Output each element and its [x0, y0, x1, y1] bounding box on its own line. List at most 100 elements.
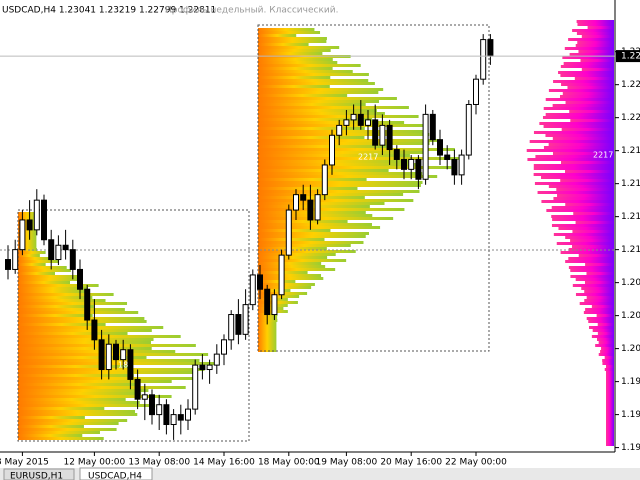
profile-row — [258, 61, 338, 64]
profile-row — [258, 43, 309, 46]
y-tick-label: 1.21 — [621, 245, 640, 255]
y-tick-label: 1.20 — [621, 278, 640, 288]
candle-body — [33, 199, 40, 231]
profile-row — [258, 145, 387, 148]
profile-row — [541, 200, 614, 203]
profile-row — [575, 44, 614, 47]
candle-body — [242, 304, 249, 335]
profile-row — [18, 326, 164, 329]
profile-row — [591, 305, 614, 308]
profile-row — [589, 326, 614, 329]
profile-row — [18, 230, 37, 233]
profile-row — [258, 163, 419, 166]
price-tag-label: 1.22 — [621, 52, 640, 62]
profile-row — [545, 98, 614, 101]
candle-body — [12, 249, 19, 270]
candle-body — [206, 364, 213, 371]
profile-row — [585, 308, 614, 311]
profile-row — [18, 329, 152, 332]
x-tick-label: 18 May 00:00 — [258, 458, 320, 468]
profile-row — [606, 371, 614, 374]
profile-row — [604, 356, 614, 359]
profile-row — [562, 56, 614, 59]
profile-row — [18, 413, 138, 416]
profile-row — [606, 428, 614, 431]
candle-body — [401, 158, 407, 170]
profile-row — [533, 164, 614, 167]
profile-row — [258, 220, 348, 223]
profile-row — [18, 293, 114, 296]
profile-row — [18, 302, 128, 305]
profile-row — [574, 77, 614, 80]
profile-row — [606, 440, 614, 443]
tab-label[interactable]: EURUSD,H1 — [10, 472, 63, 480]
profile-row — [18, 377, 197, 380]
profile-row — [606, 401, 614, 404]
candle-body — [156, 404, 163, 416]
profile-row — [258, 331, 277, 334]
profile-row — [18, 245, 37, 248]
profile-row — [573, 212, 614, 215]
profile-row — [258, 37, 327, 40]
profile-row — [575, 293, 614, 296]
profile-row — [258, 328, 277, 331]
profile-row — [588, 320, 614, 323]
profile-row — [577, 23, 614, 26]
profile-row — [258, 166, 452, 169]
profile-row — [575, 278, 614, 281]
profile-row — [606, 422, 614, 425]
profile-row — [606, 419, 614, 422]
candle-body — [293, 194, 299, 211]
candle-body — [235, 314, 242, 335]
x-tick-label: 13 May 08:00 — [128, 458, 190, 468]
tab[interactable] — [3, 468, 75, 480]
candle-body — [429, 113, 436, 141]
profile-row — [606, 395, 614, 398]
profile-row — [258, 253, 336, 256]
profile-row — [18, 365, 133, 368]
candle-body — [48, 239, 55, 261]
profile-row — [568, 38, 614, 41]
tab-label[interactable]: USDCAD,H4 — [88, 472, 142, 480]
candle-body — [127, 349, 134, 380]
candle-body — [321, 164, 328, 196]
profile-row — [258, 157, 463, 160]
profile-row — [258, 334, 277, 337]
candle-body — [98, 339, 105, 371]
profile-row — [543, 107, 614, 110]
candle-body — [393, 149, 400, 160]
candle-body — [55, 244, 62, 261]
profile-row — [581, 287, 614, 290]
profile-row — [578, 50, 614, 53]
candle-body — [84, 288, 91, 321]
profile-row — [258, 262, 322, 265]
profile-row — [18, 341, 151, 344]
profile-row — [584, 299, 614, 302]
profile-row — [18, 317, 145, 320]
y-tick-label: 1.19 — [621, 443, 640, 453]
tab-active[interactable] — [79, 467, 153, 480]
profile-row — [606, 416, 614, 419]
profile-row — [258, 79, 369, 82]
profile-row — [18, 392, 142, 395]
candle-body — [91, 319, 98, 341]
profile-row — [258, 268, 336, 271]
profile-row — [606, 407, 614, 410]
profile-row — [258, 196, 365, 199]
profile-row — [563, 62, 614, 65]
x-tick-label: 8 May 2015 — [0, 458, 49, 468]
profile-row — [258, 232, 369, 235]
profile-row — [258, 121, 405, 124]
profile-row — [258, 106, 409, 109]
profile-row — [583, 311, 614, 314]
profile-row — [552, 218, 614, 221]
candle-body — [465, 103, 472, 156]
y-tick-label: 1.21 — [621, 146, 640, 156]
profile-row — [552, 104, 614, 107]
profile-row — [18, 323, 106, 326]
profile-row — [606, 410, 614, 413]
profile-row — [258, 139, 440, 142]
profile-row — [18, 410, 136, 413]
y-tick-label: 1.20 — [621, 311, 640, 321]
profile-row — [572, 245, 614, 248]
